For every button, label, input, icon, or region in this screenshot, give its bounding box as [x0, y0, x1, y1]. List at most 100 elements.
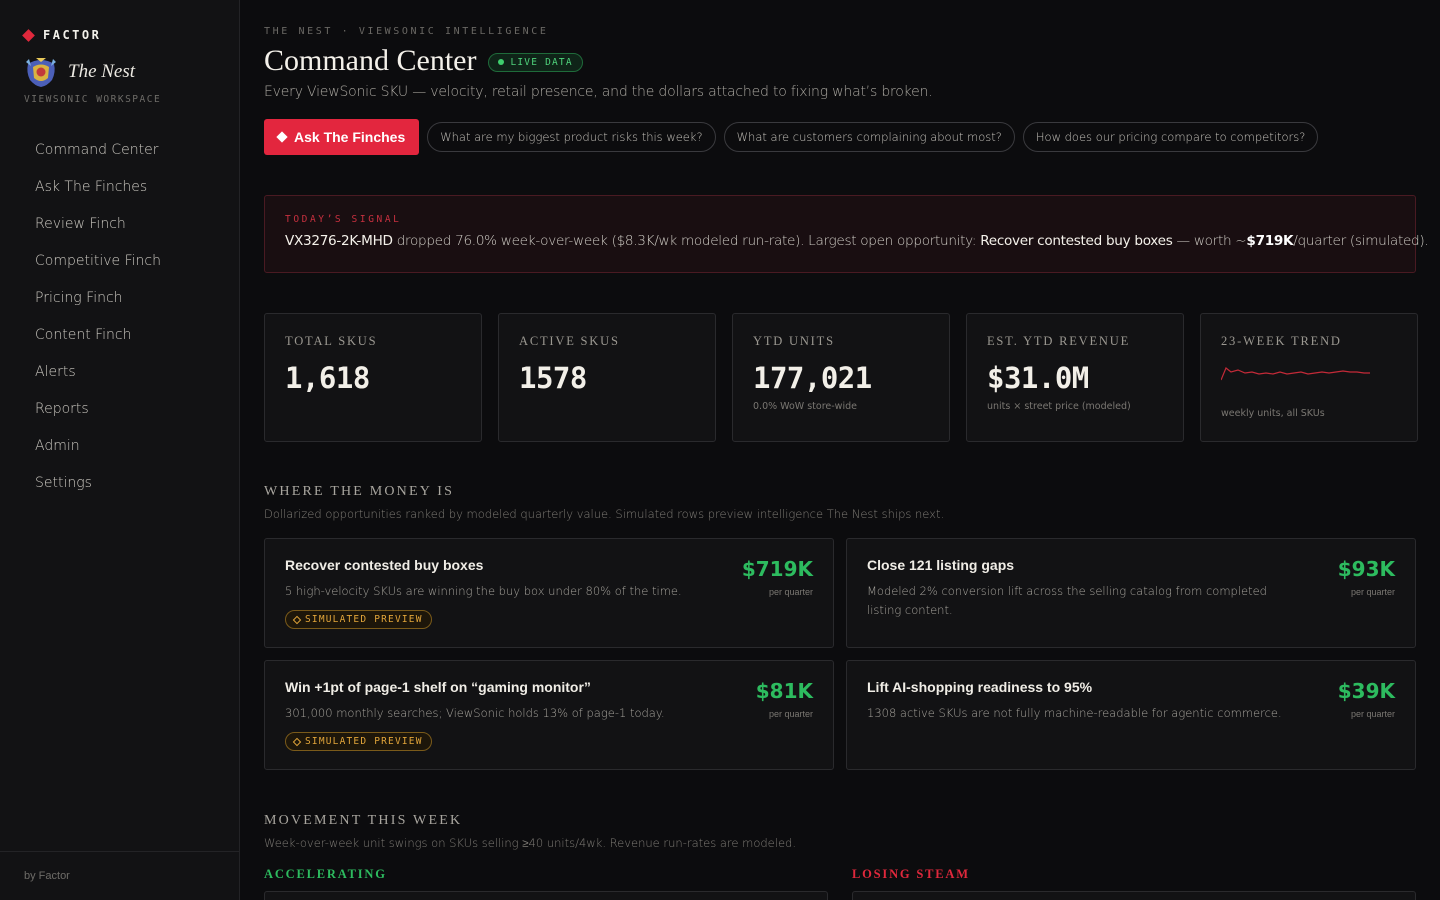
- diamond-outline-icon: [292, 615, 302, 624]
- stat-label: YTD UNITS: [753, 334, 835, 348]
- stats-row: TOTAL SKUS 1,618 ACTIVE SKUS 1578 YTD UN…: [264, 313, 1418, 442]
- opportunity-amount: $39K: [1337, 679, 1395, 703]
- title-row: Command Center LIVE DATA: [264, 44, 583, 78]
- stat-value: $31.0M: [987, 361, 1089, 395]
- diamond-icon: [276, 131, 288, 143]
- signal-sku[interactable]: VX3276-2K-MHD: [285, 233, 393, 249]
- opportunity-card[interactable]: Win +1pt of page-1 shelf on “gaming moni…: [264, 660, 834, 770]
- simulated-label: SIMULATED PREVIEW: [305, 614, 423, 625]
- live-badge-label: LIVE DATA: [510, 56, 573, 68]
- opportunity-desc: 5 high-velocity SKUs are winning the buy…: [285, 584, 682, 598]
- signal-label: TODAY’S SIGNAL: [285, 214, 402, 225]
- sidebar-footer[interactable]: by Factor: [0, 851, 239, 900]
- trend-sparkline: [1221, 367, 1370, 381]
- opportunity-amount: $719K: [741, 557, 813, 581]
- accelerating-heading: ACCELERATING: [264, 867, 387, 881]
- opportunity-value: $39K per quarter: [1338, 679, 1395, 719]
- opportunity-title: Close 121 listing gaps: [867, 557, 1015, 573]
- simulated-preview-badge: SIMULATED PREVIEW: [285, 610, 432, 629]
- sidebar-item-settings[interactable]: Settings: [35, 475, 92, 491]
- opportunity-amount: $93K: [1337, 557, 1395, 581]
- sparkline-path: [1221, 367, 1370, 381]
- diamond-outline-icon: [292, 737, 302, 746]
- stat-note: units × street price (modeled): [987, 401, 1131, 412]
- opportunity-card[interactable]: Recover contested buy boxes 5 high-veloc…: [264, 538, 834, 648]
- opportunity-card[interactable]: Close 121 listing gaps Modeled 2% conver…: [846, 538, 1416, 648]
- sidebar-item-review-finch[interactable]: Review Finch: [35, 216, 126, 232]
- stat-value: 177,021: [753, 361, 872, 395]
- opportunity-desc: 301,000 monthly searches; ViewSonic hold…: [285, 706, 665, 720]
- movement-section-title: MOVEMENT THIS WEEK: [264, 813, 463, 828]
- main-content: THE NEST · VIEWSONIC INTELLIGENCE Comman…: [240, 0, 1440, 900]
- live-data-badge: LIVE DATA: [488, 52, 583, 72]
- sidebar: FACTOR The Nest VIEWSONIC WORKSPACE Comm…: [0, 0, 240, 900]
- signal-text-part: — worth ~: [1172, 233, 1247, 249]
- opportunity-title: Lift AI-shopping readiness to 95%: [867, 679, 1093, 695]
- stat-note: weekly units, all SKUs: [1221, 408, 1325, 419]
- opportunity-desc: 1308 active SKUs are not fully machine-r…: [867, 706, 1282, 720]
- per-quarter-label: per quarter: [768, 587, 813, 597]
- stat-label: TOTAL SKUS: [285, 334, 378, 348]
- page-subtitle: Every ViewSonic SKU — velocity, retail p…: [264, 84, 933, 100]
- stat-card-ytd-units: YTD UNITS 177,021 0.0% WoW store-wide: [732, 313, 950, 442]
- ask-the-finches-button[interactable]: Ask The Finches: [264, 119, 420, 155]
- sidebar-item-command-center[interactable]: Command Center: [35, 142, 159, 158]
- opportunity-desc: Modeled 2% conversion lift across the se…: [867, 584, 1267, 617]
- sidebar-item-alerts[interactable]: Alerts: [35, 364, 76, 380]
- ask-button-label: Ask The Finches: [294, 129, 406, 145]
- page-eyebrow: THE NEST · VIEWSONIC INTELLIGENCE: [264, 26, 549, 37]
- sidebar-item-admin[interactable]: Admin: [35, 438, 80, 454]
- live-dot-icon: [498, 59, 505, 65]
- sidebar-nav: Command Center Ask The Finches Review Fi…: [35, 142, 161, 512]
- action-bar: Ask The Finches What are my biggest prod…: [264, 119, 1319, 155]
- page-title: Command Center: [264, 44, 477, 77]
- product-header[interactable]: The Nest: [24, 56, 135, 88]
- product-title: The Nest: [68, 61, 136, 82]
- workspace-label: VIEWSONIC WORKSPACE: [24, 94, 162, 105]
- prompt-chip-pricing[interactable]: How does our pricing compare to competit…: [1022, 122, 1319, 152]
- opportunity-title: Win +1pt of page-1 shelf on “gaming moni…: [285, 679, 591, 695]
- sidebar-item-ask-the-finches[interactable]: Ask The Finches: [35, 179, 148, 195]
- sidebar-item-pricing-finch[interactable]: Pricing Finch: [35, 290, 123, 306]
- sidebar-item-reports[interactable]: Reports: [35, 401, 89, 417]
- diamond-icon: [22, 28, 35, 42]
- stat-label: 23-WEEK TREND: [1221, 334, 1342, 348]
- stat-label: ACTIVE SKUS: [519, 334, 620, 348]
- signal-text-part: dropped 76.0% week-over-week ($8.3K/wk m…: [392, 233, 981, 249]
- opportunity-value: $93K per quarter: [1338, 557, 1395, 597]
- todays-signal-panel: TODAY’S SIGNAL VX3276-2K-MHD dropped 76.…: [264, 195, 1429, 273]
- opportunity-card[interactable]: Lift AI-shopping readiness to 95% 1308 a…: [846, 660, 1416, 770]
- stat-card-trend: 23-WEEK TREND weekly units, all SKUs: [1200, 313, 1418, 442]
- movement-section-subtitle: Week-over-week unit swings on SKUs selli…: [264, 836, 796, 850]
- money-section-subtitle: Dollarized opportunities ranked by model…: [264, 507, 945, 521]
- stat-note: 0.0% WoW store-wide: [753, 401, 857, 412]
- sidebar-item-competitive-finch[interactable]: Competitive Finch: [35, 253, 161, 269]
- prompt-chip-risks[interactable]: What are my biggest product risks this w…: [427, 122, 716, 152]
- stat-card-active-skus: ACTIVE SKUS 1578: [498, 313, 716, 442]
- stat-value: 1578: [519, 361, 587, 395]
- stat-card-ytd-revenue: EST. YTD REVENUE $31.0M units × street p…: [966, 313, 1184, 442]
- accelerating-table: [264, 891, 828, 900]
- signal-text: VX3276-2K-MHD dropped 76.0% week-over-we…: [285, 233, 1429, 249]
- signal-opportunity[interactable]: Recover contested buy boxes: [980, 233, 1173, 249]
- crest-icon: [26, 58, 56, 87]
- per-quarter-label: per quarter: [1350, 587, 1395, 597]
- opportunity-amount: $81K: [755, 679, 813, 703]
- brand-name: FACTOR: [43, 28, 102, 42]
- money-section-title: WHERE THE MONEY IS: [264, 484, 455, 499]
- sidebar-item-content-finch[interactable]: Content Finch: [35, 327, 132, 343]
- stat-value: 1,618: [285, 361, 370, 395]
- per-quarter-label: per quarter: [768, 709, 813, 719]
- simulated-preview-badge: SIMULATED PREVIEW: [285, 732, 432, 751]
- signal-text-part: /quarter (simulated).: [1293, 233, 1429, 249]
- stat-card-total-skus: TOTAL SKUS 1,618: [264, 313, 482, 442]
- brand-logo[interactable]: FACTOR: [22, 28, 102, 42]
- prompt-chip-complaints[interactable]: What are customers complaining about mos…: [723, 122, 1015, 152]
- simulated-label: SIMULATED PREVIEW: [305, 736, 423, 747]
- opportunity-value: $81K per quarter: [756, 679, 813, 719]
- signal-worth: $719K: [1246, 233, 1294, 249]
- opportunity-title: Recover contested buy boxes: [285, 557, 484, 573]
- losing-steam-heading: LOSING STEAM: [852, 867, 970, 881]
- losing-steam-table: [852, 891, 1416, 900]
- opportunity-grid: Recover contested buy boxes 5 high-veloc…: [264, 538, 1416, 770]
